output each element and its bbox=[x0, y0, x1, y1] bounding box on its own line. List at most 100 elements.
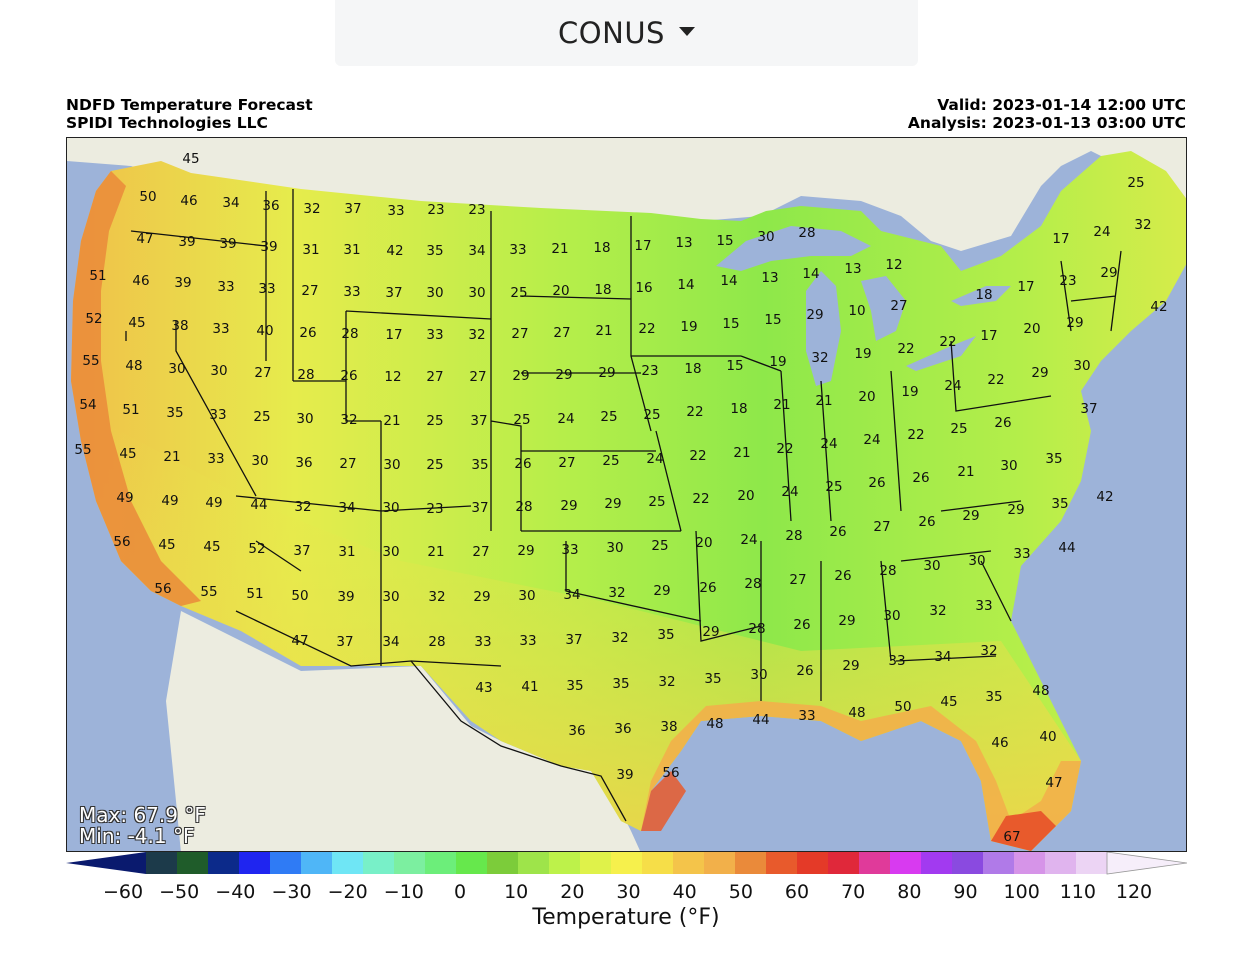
temperature-label: 46 bbox=[180, 193, 197, 209]
lake-erie bbox=[906, 336, 976, 371]
temperature-label: 48 bbox=[848, 705, 865, 721]
temperature-label: 39 bbox=[174, 275, 191, 291]
temperature-label: 32 bbox=[980, 643, 997, 659]
temperature-label: 30 bbox=[383, 457, 400, 473]
temperature-label: 44 bbox=[250, 497, 267, 513]
temperature-label: 28 bbox=[515, 499, 532, 515]
temperature-label: 23 bbox=[1059, 273, 1076, 289]
temperature-label: 17 bbox=[1052, 231, 1069, 247]
temperature-label: 33 bbox=[975, 598, 992, 614]
region-dropdown[interactable]: CONUS bbox=[335, 0, 918, 66]
colorbar-segment bbox=[859, 852, 891, 874]
state-boundaries bbox=[125, 189, 1122, 822]
temperature-label: 33 bbox=[217, 279, 234, 295]
temperature-label: 22 bbox=[987, 372, 1004, 388]
temperature-label: 27 bbox=[254, 365, 271, 381]
temperature-label: 14 bbox=[802, 266, 819, 282]
canada-land bbox=[67, 138, 1186, 251]
temperature-label: 32 bbox=[658, 674, 675, 690]
temperature-label: 48 bbox=[125, 358, 142, 374]
temperature-label: 35 bbox=[1045, 451, 1062, 467]
temperature-label: 37 bbox=[385, 285, 402, 301]
colorbar-tick-label: 70 bbox=[841, 881, 866, 903]
temperature-label: 23 bbox=[427, 202, 444, 218]
temperature-label: 36 bbox=[262, 198, 279, 214]
temperature-label: 29 bbox=[1031, 365, 1048, 381]
temperature-label: 13 bbox=[761, 270, 778, 286]
temperature-label: 12 bbox=[384, 369, 401, 385]
temperature-label: 20 bbox=[737, 488, 754, 504]
temperature-label: 39 bbox=[260, 239, 277, 255]
colorbar-segment bbox=[456, 852, 488, 874]
temperature-label: 30 bbox=[382, 589, 399, 605]
temperature-label: 28 bbox=[798, 225, 815, 241]
colorbar-tick-label: −20 bbox=[327, 881, 368, 903]
temperature-label: 33 bbox=[209, 407, 226, 423]
colorbar-extend-low bbox=[66, 852, 146, 874]
temperature-label: 32 bbox=[468, 327, 485, 343]
temperature-label: 29 bbox=[598, 365, 615, 381]
temperature-label: 33 bbox=[426, 327, 443, 343]
temperature-label: 35 bbox=[566, 678, 583, 694]
mexico-land bbox=[166, 611, 641, 851]
temperature-label: 37 bbox=[470, 413, 487, 429]
temperature-label: 25 bbox=[426, 413, 443, 429]
temperature-label: 29 bbox=[653, 583, 670, 599]
temperature-label: 21 bbox=[957, 464, 974, 480]
colorbar-segment bbox=[487, 852, 519, 874]
temperature-label: 25 bbox=[253, 409, 270, 425]
temperature-label: 24 bbox=[1093, 224, 1110, 240]
colorbar-tick-label: 60 bbox=[784, 881, 810, 903]
temperature-label: 28 bbox=[744, 576, 761, 592]
temperature-label: 45 bbox=[128, 315, 145, 331]
temperature-label: 39 bbox=[337, 589, 354, 605]
temperature-label: 37 bbox=[565, 632, 582, 648]
temperature-label: 40 bbox=[1039, 729, 1056, 745]
temperature-label: 24 bbox=[820, 436, 837, 452]
colorbar-tick-label: −50 bbox=[159, 881, 200, 903]
temperature-labels: 45 50 46 34 36 32 37 33 23 23 25 47 39 39 39 31 31 42 35 34… bbox=[74, 151, 1167, 845]
temperature-label: 32 bbox=[608, 585, 625, 601]
temperature-label: 30 bbox=[518, 588, 535, 604]
colorbar-segment bbox=[394, 852, 426, 874]
colorbar-tick-label: 120 bbox=[1115, 881, 1153, 903]
temperature-label: 29 bbox=[962, 508, 979, 524]
temperature-label: 25 bbox=[648, 494, 665, 510]
colorbar-segment bbox=[828, 852, 860, 874]
temperature-label: 29 bbox=[560, 498, 577, 514]
temperature-label: 29 bbox=[806, 307, 823, 323]
colorbar-segment bbox=[890, 852, 922, 874]
temperature-label: 17 bbox=[385, 327, 402, 343]
colorbar-segment bbox=[735, 852, 767, 874]
temperature-label: 26 bbox=[340, 368, 357, 384]
temperature-label: 30 bbox=[1073, 358, 1090, 374]
temperature-label: 30 bbox=[210, 363, 227, 379]
temperature-label: 24 bbox=[646, 451, 663, 467]
temperature-label: 30 bbox=[968, 553, 985, 569]
region-dropdown-label: CONUS bbox=[558, 16, 665, 50]
temperature-label: 20 bbox=[552, 283, 569, 299]
colorbar-tick-label: 50 bbox=[728, 881, 753, 903]
temperature-label: 43 bbox=[475, 680, 492, 696]
temperature-label: 46 bbox=[132, 273, 149, 289]
temperature-label: 14 bbox=[677, 277, 694, 293]
temperature-label: 33 bbox=[798, 708, 815, 724]
temperature-label: 10 bbox=[848, 303, 865, 319]
temperature-label: 24 bbox=[863, 432, 880, 448]
temperature-label: 42 bbox=[1096, 489, 1113, 505]
temperature-label: 33 bbox=[212, 321, 229, 337]
temperature-label: 31 bbox=[338, 544, 355, 560]
temperature-label: 49 bbox=[116, 490, 133, 506]
temperature-label: 18 bbox=[730, 401, 747, 417]
temperature-label: 25 bbox=[643, 407, 660, 423]
temperature-label: 15 bbox=[716, 233, 733, 249]
temperature-label: 18 bbox=[684, 361, 701, 377]
temperature-label: 35 bbox=[471, 457, 488, 473]
temperature-label: 47 bbox=[1045, 775, 1062, 791]
west-coast-warm-band bbox=[71, 171, 201, 606]
temperature-label: 35 bbox=[1051, 496, 1068, 512]
temperature-label: 22 bbox=[776, 441, 793, 457]
temperature-label: 19 bbox=[680, 319, 697, 335]
temperature-label: 20 bbox=[1023, 321, 1040, 337]
temperature-label: 37 bbox=[336, 634, 353, 650]
